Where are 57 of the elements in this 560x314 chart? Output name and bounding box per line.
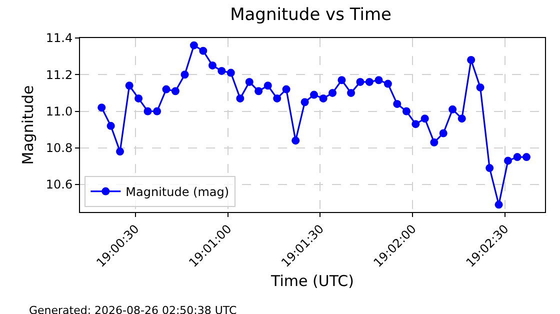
point bbox=[282, 85, 290, 94]
point bbox=[476, 83, 484, 92]
point bbox=[310, 90, 318, 99]
point bbox=[226, 68, 235, 77]
point bbox=[328, 88, 337, 97]
point bbox=[486, 164, 494, 172]
point bbox=[365, 78, 374, 86]
y-tick-label: 11.4 bbox=[46, 31, 73, 46]
x-axis-title: Time (UTC) bbox=[270, 272, 354, 290]
y-tick-label: 11.2 bbox=[46, 68, 73, 82]
point bbox=[513, 153, 522, 162]
point bbox=[522, 153, 530, 162]
point bbox=[106, 122, 115, 130]
point bbox=[402, 107, 410, 116]
point bbox=[153, 107, 162, 116]
point bbox=[393, 100, 402, 108]
point bbox=[356, 78, 364, 86]
text: Generated: 2026-08-26 02:50:38 UTC bbox=[29, 304, 238, 314]
point bbox=[199, 46, 208, 55]
point bbox=[458, 114, 466, 123]
point bbox=[190, 41, 198, 50]
point bbox=[292, 136, 300, 145]
y-tick-label: 11.0 bbox=[46, 104, 73, 118]
point bbox=[338, 76, 346, 84]
point bbox=[208, 61, 216, 70]
y-axis-title: Magnitude bbox=[19, 85, 38, 165]
point bbox=[144, 107, 152, 116]
point bbox=[347, 88, 356, 97]
point bbox=[98, 104, 106, 112]
point bbox=[504, 156, 512, 165]
point bbox=[116, 148, 124, 156]
chart-title: Magnitude vs Time bbox=[230, 4, 392, 25]
point bbox=[171, 87, 180, 96]
point bbox=[374, 76, 383, 84]
point bbox=[264, 82, 272, 90]
point bbox=[467, 56, 476, 64]
point bbox=[180, 70, 189, 79]
point bbox=[125, 82, 134, 90]
point bbox=[236, 94, 244, 102]
point bbox=[384, 80, 392, 88]
point bbox=[300, 98, 309, 106]
point bbox=[245, 78, 254, 86]
point bbox=[412, 120, 420, 128]
point bbox=[420, 114, 429, 123]
point bbox=[430, 138, 438, 146]
point bbox=[134, 94, 143, 102]
y-tick-label: 10.6 bbox=[46, 178, 73, 192]
point bbox=[273, 94, 282, 102]
point bbox=[162, 85, 170, 94]
point bbox=[494, 200, 503, 209]
y-tick-label: 10.8 bbox=[46, 141, 73, 156]
point bbox=[448, 105, 457, 114]
legend-label: Magnitude (mag) bbox=[126, 184, 230, 199]
point bbox=[254, 87, 263, 96]
point bbox=[439, 129, 448, 138]
point bbox=[218, 66, 226, 75]
point bbox=[319, 94, 328, 102]
